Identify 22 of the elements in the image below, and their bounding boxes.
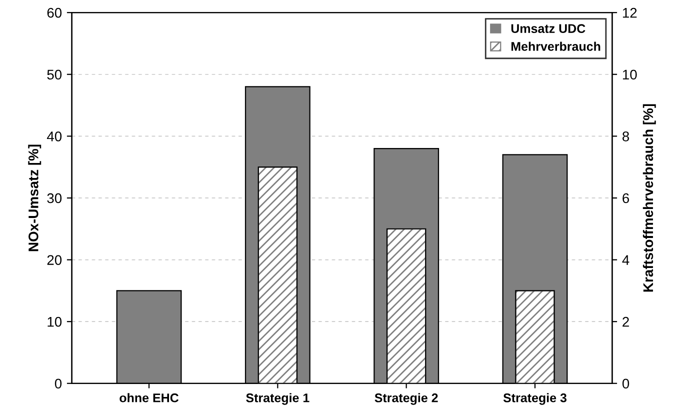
- y-tick-label: 50: [47, 70, 62, 80]
- legend-label: Umsatz UDC: [511, 24, 586, 33]
- y2-tick-label: 4: [622, 255, 630, 265]
- x-tick-label: Strategie 1: [246, 393, 310, 405]
- y-tick-label: 20: [47, 255, 62, 265]
- y2-tick-label: 10: [622, 70, 637, 80]
- y-tick-label: 30: [47, 193, 62, 204]
- y-tick-label: 40: [46, 132, 62, 142]
- x-tick-label: Strategie 3: [503, 393, 566, 405]
- x-tick-label: ohne EHC: [120, 393, 179, 402]
- legend-label: Mehrverbrauch: [511, 42, 600, 51]
- y-axis-title: NOx-Umsatz [%]: [28, 144, 42, 252]
- y2-tick-label: 6: [622, 193, 630, 204]
- y2-axis-title: Kraftstoffmehrverbrauch [%]: [642, 104, 656, 292]
- y2-tick-label: 2: [622, 316, 629, 327]
- x-tick-label: Strategie 2: [374, 393, 438, 405]
- y2-tick-label: 0: [622, 378, 630, 389]
- y2-tick-label: 8: [622, 132, 630, 142]
- y2-tick-label: 12: [622, 8, 637, 18]
- y-tick-label: 0: [54, 378, 62, 389]
- y-tick-label: 60: [47, 8, 62, 18]
- y-tick-label: 10: [48, 316, 62, 327]
